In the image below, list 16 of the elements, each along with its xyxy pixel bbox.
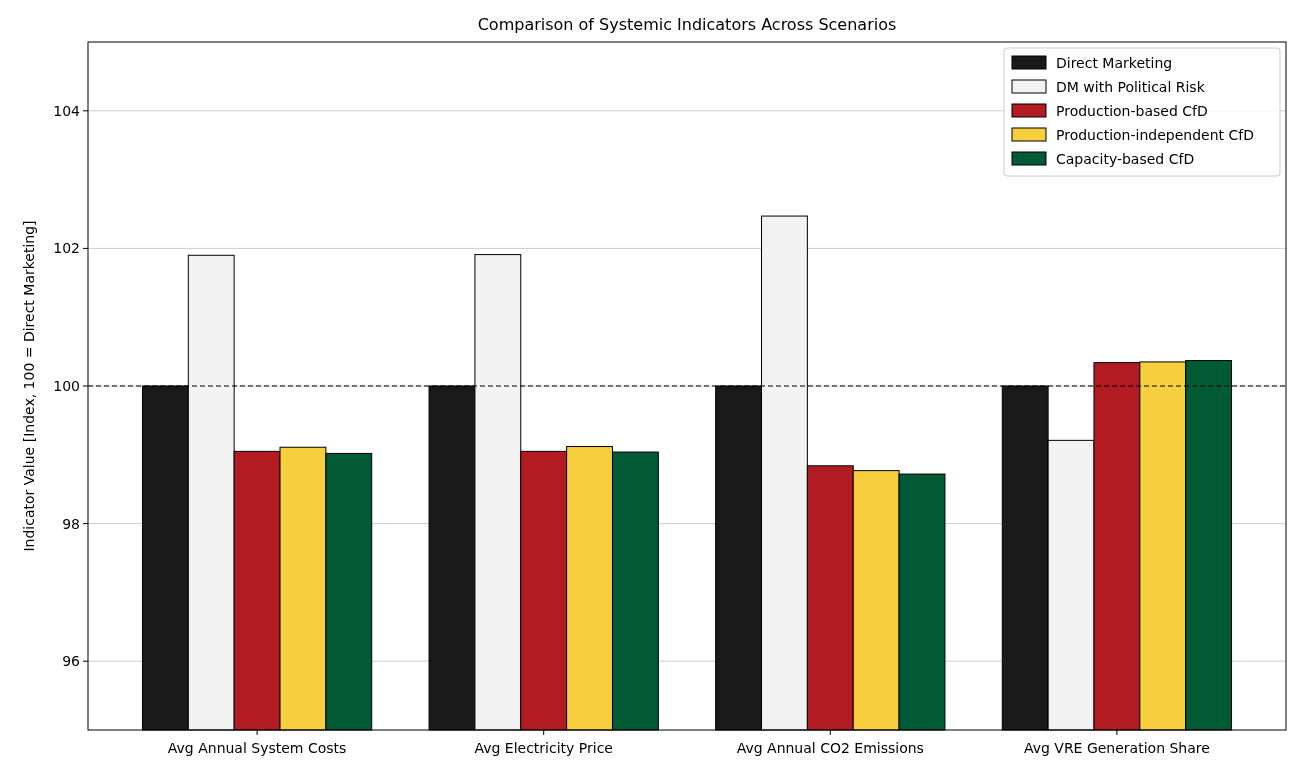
legend-label: Production-independent CfD <box>1056 126 1254 143</box>
y-tick-label: 104 <box>53 102 81 119</box>
y-tick-label: 96 <box>62 653 81 670</box>
x-tick-label: Avg Annual System Costs <box>167 740 347 756</box>
y-tick-label: 98 <box>62 515 80 532</box>
x-tick-label: Avg Electricity Price <box>474 740 613 756</box>
legend-label: Production-based CfD <box>1056 102 1208 119</box>
legend-label: DM with Political Risk <box>1056 78 1206 95</box>
x-tick-label: Avg Annual CO2 Emissions <box>736 740 924 756</box>
y-tick-label: 102 <box>53 240 80 257</box>
legend-label: Direct Marketing <box>1056 54 1173 71</box>
y-tick-label: 100 <box>53 377 80 394</box>
y-axis-title: Indicator Value [Index, 100 = Direct Marketing] <box>21 220 37 552</box>
legend-label: Capacity-based CfD <box>1056 150 1195 167</box>
x-tick-label: Avg VRE Generation Share <box>1023 740 1210 756</box>
chart-title: Comparison of Systemic Indicators Across Scenarios <box>477 15 897 34</box>
